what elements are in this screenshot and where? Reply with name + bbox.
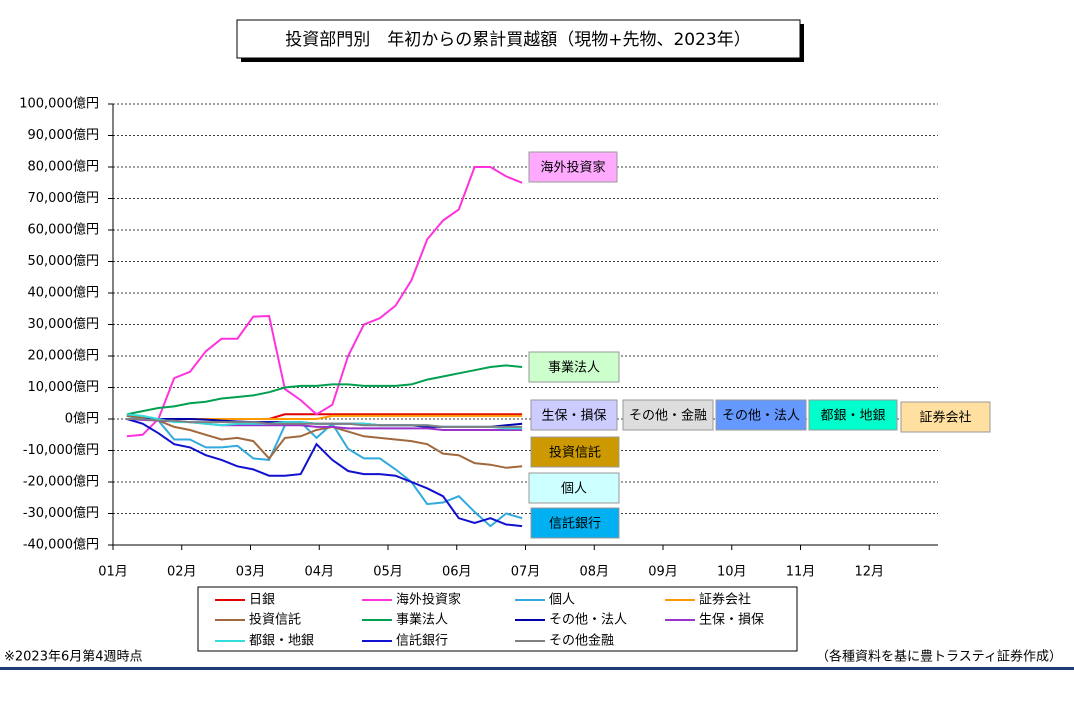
annotation-box (528, 151, 618, 183)
series-line (126, 418, 523, 528)
annotation-box (808, 399, 898, 431)
y-tick-label: 80,000億円 (28, 159, 100, 175)
annotation-box (530, 399, 618, 431)
y-tick-label: 100,000億円 (19, 96, 99, 112)
chart-title: 投資部門別 年初からの累計買越額（現物+先物、2023年） (285, 30, 751, 50)
annotation-label: 事業法人 (548, 360, 600, 376)
annotation-label: 個人 (561, 482, 587, 497)
legend-label: 海外投資家 (396, 592, 461, 608)
series-line (126, 414, 523, 469)
x-tick-label: 09月 (648, 565, 678, 580)
x-tick-label: 08月 (579, 565, 609, 580)
x-tick-label: 10月 (717, 565, 747, 580)
y-tick-label: 90,000億円 (28, 127, 100, 143)
y-tick-label: 20,000億円 (28, 348, 100, 364)
x-tick-label: 11月 (786, 565, 816, 580)
annotation-label: その他・法人 (722, 409, 800, 424)
legend-label: 日銀 (249, 593, 275, 608)
annotation-box (715, 399, 807, 431)
legend-box (197, 586, 798, 652)
y-tick-label: -30,000億円 (23, 505, 99, 521)
x-tick-label: 12月 (854, 565, 884, 580)
series-line (126, 166, 523, 438)
annotation-label: 海外投資家 (540, 160, 605, 176)
x-tick-label: 04月 (304, 565, 334, 580)
y-tick-label: 50,000億円 (28, 253, 100, 269)
y-tick-label: 0億円 (65, 411, 99, 427)
y-tick-label: -40,000億円 (23, 537, 99, 553)
y-tick-label: 30,000億円 (28, 316, 100, 332)
annotation-label: 証券会社 (919, 410, 971, 426)
legend-label: 信託銀行 (396, 633, 448, 649)
legend-label: 証券会社 (699, 592, 751, 608)
annotation-box (528, 351, 620, 383)
legend-label: 投資信託 (249, 612, 301, 628)
annotation-label: 信託銀行 (549, 516, 601, 532)
legend-label: 個人 (549, 593, 575, 608)
y-tick-label: 40,000億円 (28, 285, 100, 301)
x-tick-label: 03月 (236, 565, 266, 580)
series-line (126, 414, 523, 528)
annotation-box (528, 472, 620, 504)
annotation-box (622, 399, 714, 431)
x-tick-label: 05月 (373, 565, 403, 580)
y-tick-label: -10,000億円 (23, 442, 99, 458)
x-tick-label: 06月 (442, 565, 472, 580)
bottom-rule (0, 667, 1074, 670)
y-tick-label: -20,000億円 (23, 474, 99, 490)
annotation-box (530, 507, 620, 539)
legend-label: 事業法人 (396, 612, 448, 628)
y-tick-label: 70,000億円 (28, 190, 100, 206)
y-tick-label: 60,000億円 (28, 222, 100, 238)
footnote: ※2023年6月第4週時点 (4, 650, 143, 665)
series-line (126, 364, 523, 416)
annotation-label: 投資信託 (549, 445, 601, 461)
annotation-box (530, 436, 620, 468)
legend-label: その他・法人 (549, 613, 627, 628)
series-line (126, 418, 523, 428)
x-tick-label: 02月 (167, 565, 197, 580)
source-note: （各種資料を基に豊トラスティ証券作成） (816, 649, 1062, 665)
legend-label: 都銀・地銀 (249, 634, 314, 649)
y-tick-label: 10,000億円 (28, 379, 100, 395)
x-tick-label: 07月 (511, 565, 541, 580)
annotation-label: 都銀・地銀 (820, 409, 885, 424)
x-tick-label: 01月 (98, 565, 128, 580)
title-box (236, 19, 801, 59)
legend-label: その他金融 (549, 633, 614, 649)
annotation-label: その他・金融 (629, 408, 707, 424)
annotation-box (900, 401, 991, 433)
legend-label: 生保・損保 (699, 613, 764, 628)
annotation-label: 生保・損保 (541, 409, 606, 424)
